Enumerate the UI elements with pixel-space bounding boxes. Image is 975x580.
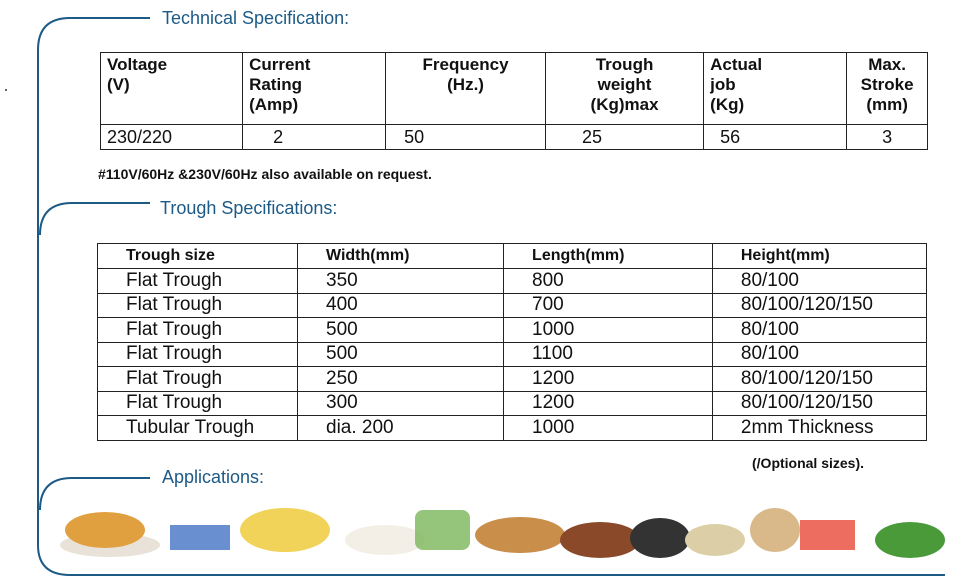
cell: 700 (503, 292, 713, 318)
header-row: Trough size Width(mm) Length(mm) Height(mm) (97, 243, 928, 269)
cell: 50 (385, 124, 546, 150)
cell: 80/100/120/150 (711, 366, 928, 392)
header-text: (Kg)max (590, 95, 659, 114)
header-text: (Amp) (249, 95, 299, 114)
section-title: Applications: (162, 467, 265, 487)
section-title: Technical Specification: (162, 8, 350, 28)
cell: 1200 (503, 390, 713, 416)
cell: Flat Trough (97, 292, 298, 318)
cell: 3 (846, 124, 928, 150)
header-text: (mm) (866, 95, 908, 114)
cell: 300 (296, 390, 505, 416)
header-text: weight (597, 75, 652, 94)
cell: Flat Trough (97, 366, 298, 392)
cell: 1000 (503, 317, 713, 343)
header-text: Frequency (422, 55, 509, 74)
row: Flat Trough 500 1100 80/100 (97, 341, 928, 367)
food-images (60, 508, 945, 558)
row: Flat Trough 250 1200 80/100/120/150 (97, 366, 928, 392)
cell: 1200 (503, 366, 713, 392)
row: Flat Trough 400 700 80/100/120/150 (97, 292, 928, 318)
header-text: Rating (249, 75, 302, 94)
cell: 1100 (503, 341, 713, 367)
cell: 250 (296, 366, 505, 392)
note: #110V/60Hz &230V/60Hz also available on … (98, 166, 432, 182)
header-cell: Max. Stroke (mm) (846, 52, 928, 125)
header-text: Voltage (107, 55, 168, 74)
cell: 230/220 (99, 124, 244, 150)
cell: 80/100 (711, 317, 928, 343)
header-text: Max. (868, 55, 906, 74)
cell: 400 (296, 292, 505, 318)
cell: 80/100 (711, 268, 928, 294)
cell: 80/100/120/150 (711, 390, 928, 416)
header-cell: Length(mm) (503, 243, 713, 269)
cell: Flat Trough (97, 317, 298, 343)
header-cell: Voltage (V) (99, 52, 244, 125)
note: (/Optional sizes). (752, 455, 865, 471)
header-text: (V) (107, 75, 130, 94)
cell: Flat Trough (97, 268, 298, 294)
header-text: (Hz.) (447, 75, 484, 94)
cell: 56 (703, 124, 848, 150)
row: Flat Trough 300 1200 80/100/120/150 (97, 390, 928, 416)
row: Flat Trough 500 1000 80/100 (97, 317, 928, 343)
header-cell: Frequency (Hz.) (385, 52, 546, 125)
cell: Tubular Trough (97, 415, 298, 441)
frame-line (37, 17, 945, 576)
header-text: Trough (595, 55, 654, 74)
header-cell: Height(mm) (711, 243, 928, 269)
cell: 500 (296, 317, 505, 343)
header-text: Stroke (860, 75, 914, 94)
cell: 350 (296, 268, 505, 294)
header-cell: Current Rating (Amp) (242, 52, 387, 125)
frame-line (39, 202, 150, 236)
cell: 80/100 (711, 341, 928, 367)
section-title: Trough Specifications: (160, 198, 338, 218)
header-cell: Width(mm) (296, 243, 505, 269)
trough-table: Trough size Width(mm) Length(mm) Height(mm)… (97, 243, 928, 441)
cell: Flat Trough (97, 341, 298, 367)
tech-table: Voltage (V) Current Rating (Amp) Frequency (Hz… (99, 52, 928, 150)
cell: 25 (544, 124, 705, 150)
header-cell: Trough weight (Kg)max (544, 52, 705, 125)
header-text: Current (249, 55, 311, 74)
cell: 800 (503, 268, 713, 294)
header-text: Actual (710, 55, 763, 74)
cell: 2 (242, 124, 387, 150)
row: Tubular Trough dia. 200 1000 2mm Thickness (97, 415, 928, 441)
dot (5, 89, 7, 91)
cell: 500 (296, 341, 505, 367)
frame-line (39, 477, 150, 511)
cell: Flat Trough (97, 390, 298, 416)
cell: 2mm Thickness (711, 415, 928, 441)
cell: dia. 200 (296, 415, 505, 441)
cell: 80/100/120/150 (711, 292, 928, 318)
header-text: job (710, 75, 736, 94)
row: Flat Trough 350 800 80/100 (97, 268, 928, 294)
header-text: (Kg) (710, 95, 745, 114)
header-cell: Actual job (Kg) (703, 52, 848, 125)
cell: 1000 (503, 415, 713, 441)
header-cell: Trough size (97, 243, 298, 269)
